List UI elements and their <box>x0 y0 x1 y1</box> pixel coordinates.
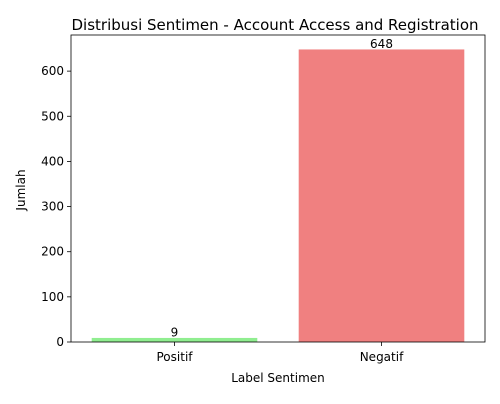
plot-area: 9 Positif 648 Negatif 0 100 200 300 400 500 600 <box>41 34 486 364</box>
data-label-positif: 9 <box>171 325 179 339</box>
y-tick-label: 200 <box>41 245 64 259</box>
x-tick-label-positif: Positif <box>157 350 194 364</box>
y-tick-label: 500 <box>41 109 64 123</box>
x-axis-label: Label Sentimen <box>231 371 325 385</box>
y-tick-label: 400 <box>41 154 64 168</box>
y-tick-label: 0 <box>56 335 64 349</box>
axes-frame <box>70 34 486 343</box>
chart-title: Distribusi Sentimen - Account Access and… <box>71 16 478 34</box>
y-tick-label: 600 <box>41 64 64 78</box>
data-label-negatif: 648 <box>370 37 393 51</box>
y-axis-label: Jumlah <box>14 169 28 211</box>
bar-positif <box>91 337 258 342</box>
y-tick-label: 100 <box>41 290 64 304</box>
bar-negatif <box>298 49 465 342</box>
y-tick-label: 300 <box>41 200 64 214</box>
x-tick-label-negatif: Negatif <box>360 350 404 364</box>
